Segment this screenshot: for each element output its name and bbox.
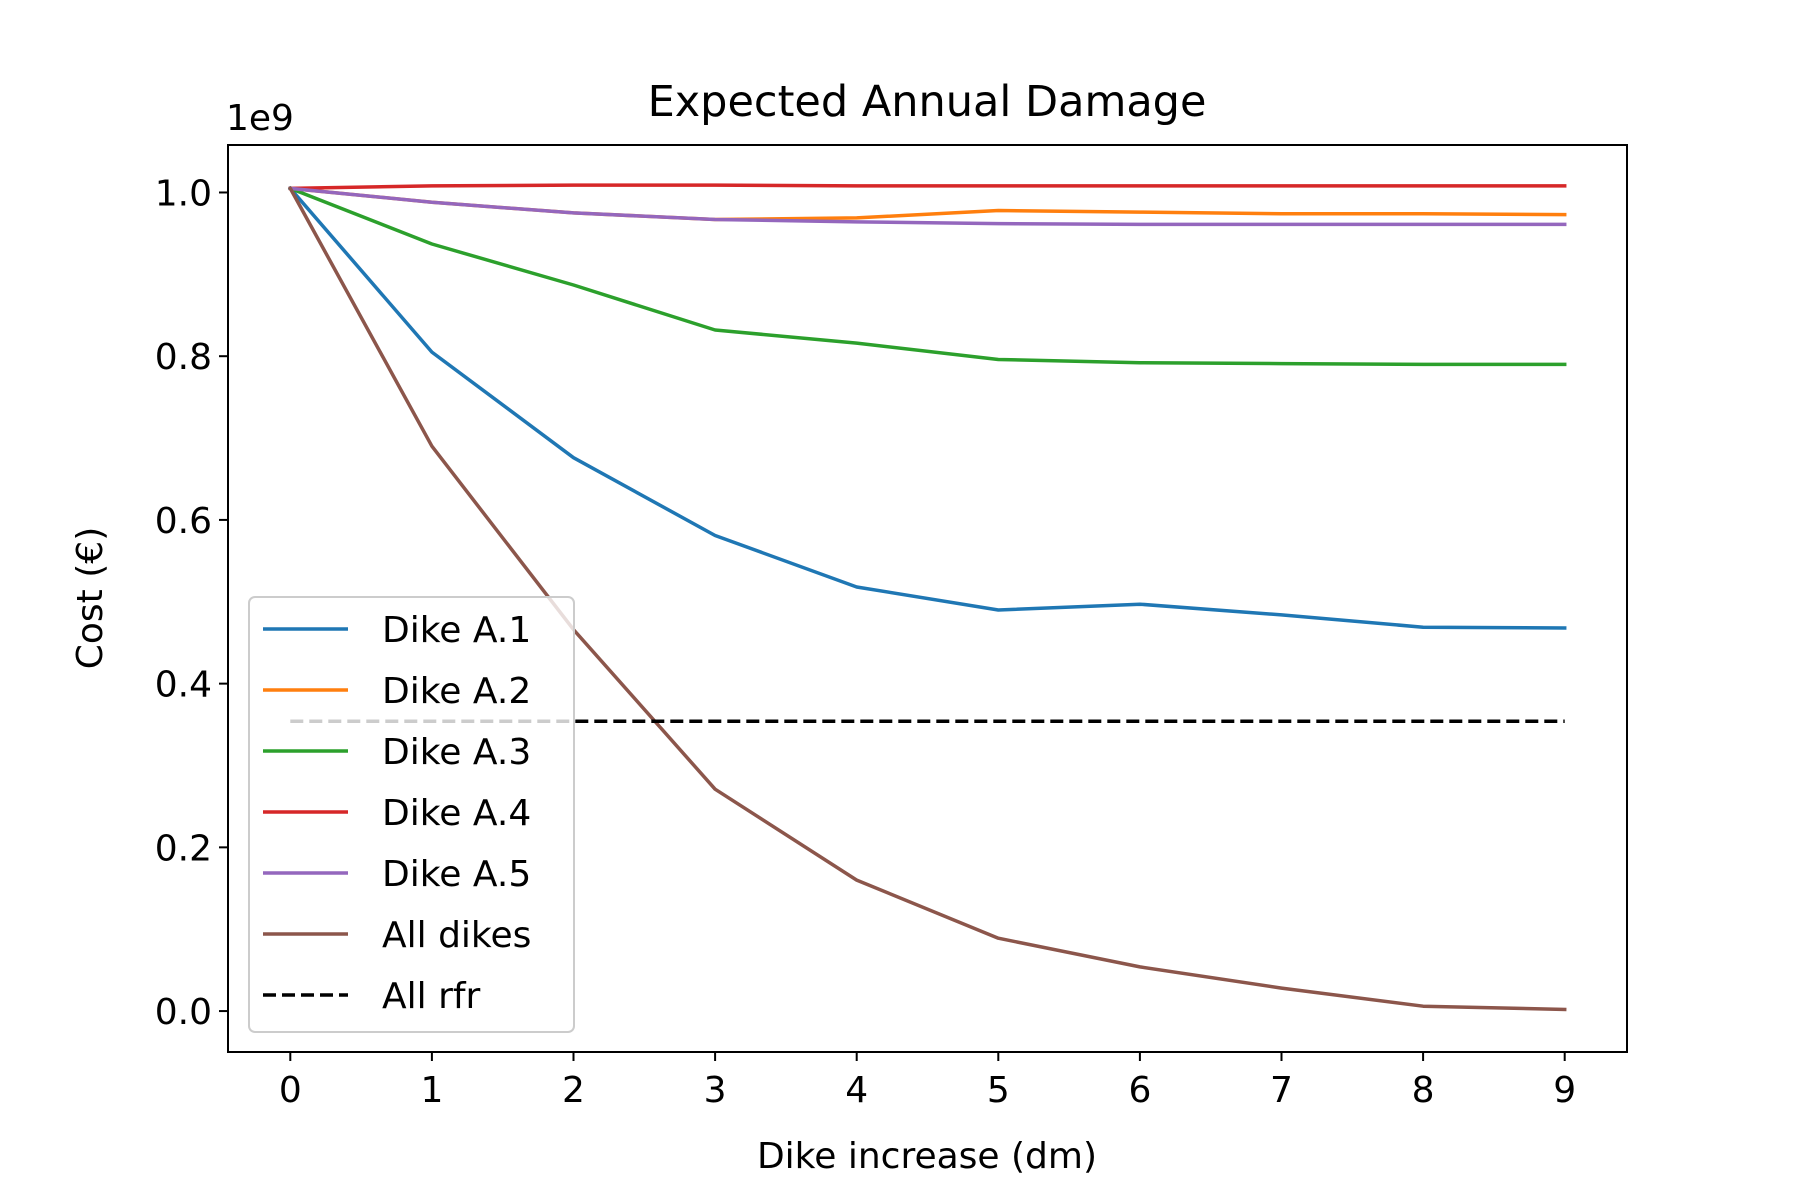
y-offset-label: 1e9 <box>226 98 294 139</box>
series-line-4 <box>288 183 1567 191</box>
legend-box <box>248 596 575 1033</box>
x-tick-label: 7 <box>1270 1070 1293 1111</box>
legend-label: Dike A.3 <box>382 732 531 773</box>
x-tick-label: 5 <box>987 1070 1010 1111</box>
legend-label: Dike A.5 <box>382 854 531 895</box>
legend-label: Dike A.1 <box>382 610 531 651</box>
x-axis-label: Dike increase (dm) <box>757 1136 1097 1177</box>
legend-label: All rfr <box>382 976 481 1017</box>
legend-label: All dikes <box>382 915 531 956</box>
y-tick-label: 0.2 <box>155 828 212 869</box>
y-tick-label: 0.0 <box>155 992 212 1033</box>
x-axis-ticks: 0 1 2 3 4 5 6 7 8 9 <box>279 1052 1576 1111</box>
legend: Dike A.1 Dike A.2 Dike A.3 Dike A.4 Dike A.5… <box>248 596 575 1033</box>
y-tick-label: 0.8 <box>155 337 212 378</box>
y-axis-label: Cost (€) <box>70 527 111 669</box>
x-tick-label: 6 <box>1128 1070 1151 1111</box>
y-tick-label: 0.4 <box>155 665 212 706</box>
plot-frame <box>227 144 1628 1053</box>
y-tick-label: 1.0 <box>155 173 212 214</box>
x-tick-label: 8 <box>1412 1070 1435 1111</box>
legend-label: Dike A.2 <box>382 671 531 712</box>
series-line-5 <box>288 186 1567 227</box>
legend-label: Dike A.4 <box>382 793 531 834</box>
series-line-2 <box>288 186 1567 222</box>
series-line-1 <box>287 185 1567 630</box>
x-tick-label: 3 <box>704 1070 727 1111</box>
y-axis-ticks: 0.0 0.2 0.4 0.6 0.8 1.0 <box>155 173 228 1033</box>
y-tick-label: 0.6 <box>155 501 212 542</box>
x-tick-label: 1 <box>420 1070 443 1111</box>
x-tick-label: 4 <box>845 1070 868 1111</box>
x-tick-label: 9 <box>1553 1070 1576 1111</box>
chart-title: Expected Annual Damage <box>648 77 1207 127</box>
x-tick-label: 2 <box>562 1070 585 1111</box>
x-tick-label: 0 <box>279 1070 302 1111</box>
series-line-3 <box>288 186 1567 367</box>
series-line-6 <box>287 186 1567 1012</box>
